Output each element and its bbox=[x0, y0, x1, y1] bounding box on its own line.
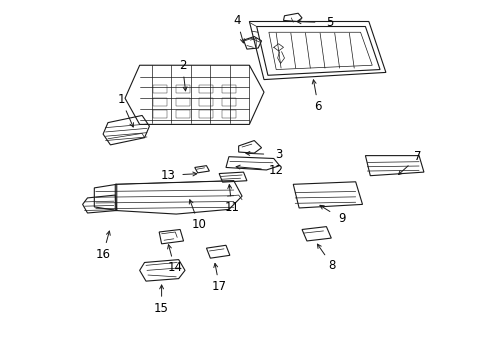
Text: 9: 9 bbox=[337, 212, 345, 225]
Text: 8: 8 bbox=[327, 258, 335, 271]
Text: 6: 6 bbox=[314, 100, 322, 113]
Text: 5: 5 bbox=[325, 16, 333, 29]
Text: 12: 12 bbox=[268, 164, 283, 177]
Text: 7: 7 bbox=[413, 150, 421, 163]
Text: 3: 3 bbox=[274, 148, 282, 161]
Text: 10: 10 bbox=[191, 218, 206, 231]
Text: 4: 4 bbox=[233, 14, 241, 27]
Text: 16: 16 bbox=[96, 248, 110, 261]
Text: 17: 17 bbox=[211, 280, 226, 293]
Text: 15: 15 bbox=[154, 302, 169, 315]
Text: 11: 11 bbox=[224, 201, 239, 214]
Text: 13: 13 bbox=[160, 169, 175, 182]
Text: 14: 14 bbox=[167, 261, 182, 274]
Text: 1: 1 bbox=[117, 93, 125, 106]
Text: 2: 2 bbox=[179, 59, 186, 72]
